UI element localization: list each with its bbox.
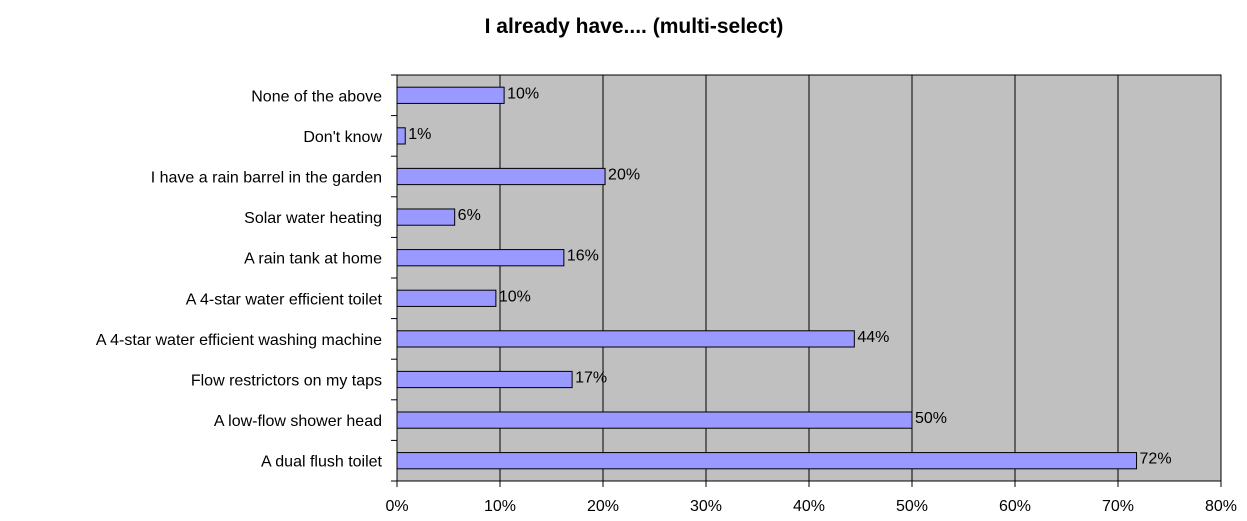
category-label-9: A dual flush toilet: [261, 454, 383, 471]
bar-2: [397, 168, 605, 184]
bar-1: [397, 128, 405, 144]
x-tick-label-6: 60%: [999, 498, 1031, 515]
bar-4: [397, 250, 564, 266]
category-label-1: Don't know: [303, 129, 382, 146]
data-label-3: 6%: [458, 207, 481, 224]
bar-8: [397, 412, 912, 428]
x-tick-label-5: 50%: [896, 498, 928, 515]
x-tick-label-7: 70%: [1102, 498, 1134, 515]
data-label-6: 44%: [857, 329, 889, 346]
bar-0: [397, 87, 504, 103]
category-label-7: Flow restrictors on my taps: [191, 373, 382, 390]
data-label-7: 17%: [575, 370, 607, 387]
x-tick-label-0: 0%: [385, 498, 408, 515]
category-label-4: A rain tank at home: [244, 251, 382, 268]
category-label-6: A 4-star water efficient washing machine: [96, 332, 382, 349]
x-tick-label-4: 40%: [793, 498, 825, 515]
chart-title: I already have.... (multi-select): [485, 15, 784, 38]
data-label-5: 10%: [499, 288, 531, 305]
bar-7: [397, 371, 572, 387]
category-labels: None of the above Don't know I have a rain…: [96, 88, 383, 470]
category-label-0: None of the above: [251, 88, 382, 105]
category-label-3: Solar water heating: [244, 210, 382, 227]
data-label-9: 72%: [1140, 451, 1172, 468]
category-label-8: A low-flow shower head: [214, 413, 382, 430]
category-label-5: A 4-star water efficient toilet: [186, 291, 383, 308]
data-label-1: 1%: [408, 126, 431, 143]
category-label-2: I have a rain barrel in the garden: [151, 170, 382, 187]
x-tick-labels: 0% 10% 20% 30% 40% 50% 60% 70% 80%: [385, 498, 1237, 515]
x-tick-label-8: 80%: [1205, 498, 1237, 515]
bar-3: [397, 209, 455, 225]
bar-6: [397, 331, 854, 347]
bar-5: [397, 290, 496, 306]
x-tick-label-2: 20%: [587, 498, 619, 515]
data-label-4: 16%: [567, 248, 599, 265]
x-tick-label-3: 30%: [690, 498, 722, 515]
data-label-8: 50%: [915, 410, 947, 427]
data-label-2: 20%: [608, 167, 640, 184]
data-label-0: 10%: [507, 85, 539, 102]
bar-9: [397, 453, 1137, 469]
x-tick-label-1: 10%: [484, 498, 516, 515]
